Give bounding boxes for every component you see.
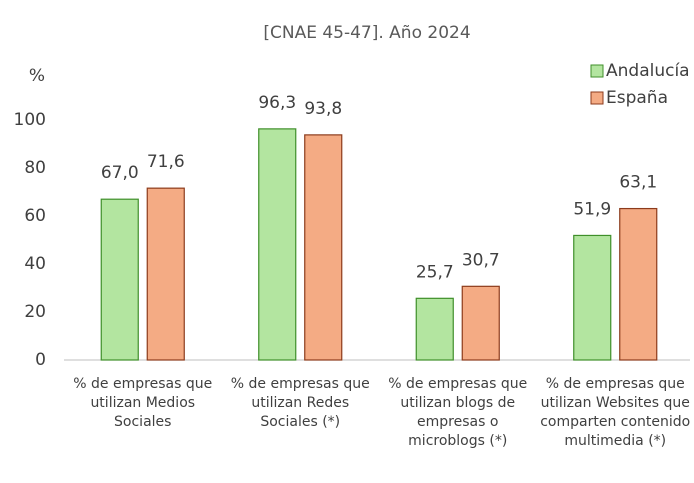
y-tick-label: 80 [24, 158, 46, 178]
data-label: 30,7 [462, 250, 500, 270]
legend-swatch [590, 64, 604, 78]
x-tick-label: % de empresas que utilizan blogs de empr… [388, 376, 528, 449]
y-tick-label: 100 [14, 110, 46, 130]
bar [461, 285, 500, 361]
data-label: 93,8 [304, 99, 342, 119]
x-tick-label: % de empresas que utilizan Websites que … [540, 376, 691, 449]
data-label: 25,7 [416, 262, 454, 282]
chart-title: [CNAE 45-47]. Año 2024 [263, 23, 470, 43]
bar [258, 128, 297, 361]
y-tick-label: 60 [24, 206, 46, 226]
bar [146, 187, 185, 361]
y-tick-label: 40 [24, 254, 46, 274]
legend-label: España [606, 88, 668, 108]
bar [304, 134, 343, 361]
data-label: 71,6 [147, 152, 185, 172]
x-tick-label: % de empresas que utilizan Redes Sociale… [230, 376, 370, 430]
bar [415, 297, 454, 361]
data-label: 67,0 [101, 163, 139, 183]
x-tick-label: % de empresas que utilizan Medios Social… [73, 376, 213, 430]
y-axis-label: % [29, 66, 45, 86]
bar [573, 234, 612, 361]
data-label: 51,9 [573, 199, 611, 219]
y-tick-label: 20 [24, 302, 46, 322]
legend-swatch [590, 91, 604, 105]
legend-label: Andalucía [606, 61, 690, 81]
y-tick-label: 0 [35, 350, 46, 370]
bar [619, 207, 658, 361]
bar [100, 198, 139, 361]
data-label: 96,3 [258, 93, 296, 113]
data-label: 63,1 [619, 173, 657, 193]
